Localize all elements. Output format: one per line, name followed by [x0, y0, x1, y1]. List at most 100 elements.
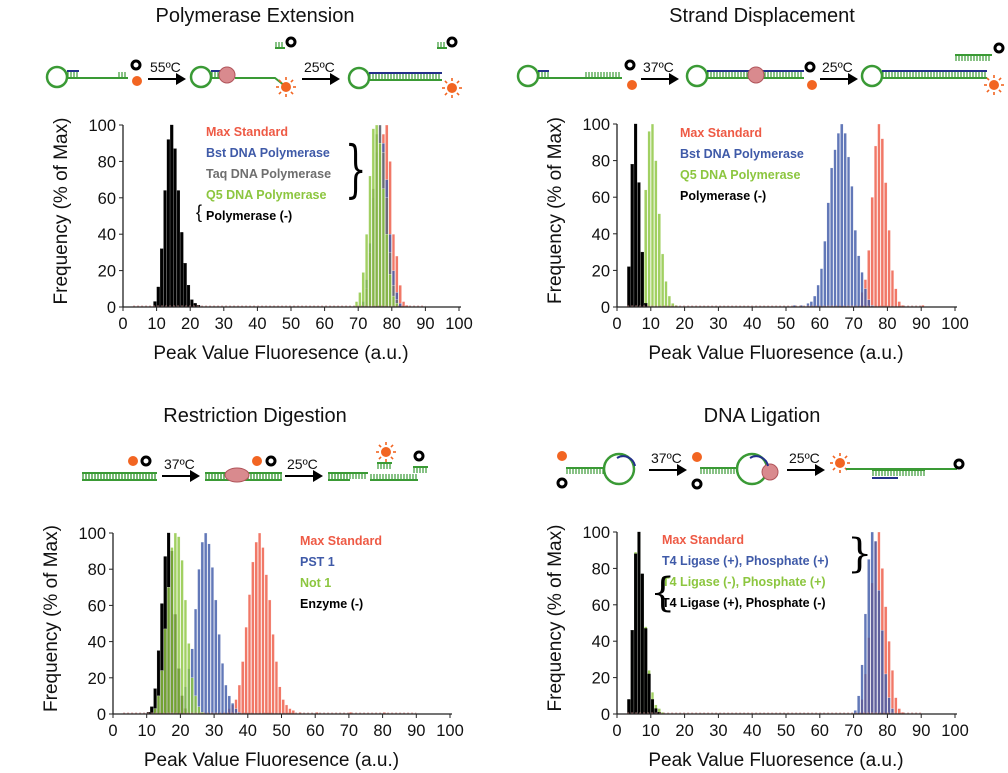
schematic-dna-ligation: 37ºC 25ºC [556, 450, 965, 490]
x-tick-label: 60 [811, 315, 829, 333]
y-tick-label: 0 [107, 299, 116, 317]
schematic-polymerase-extension: 55ºC 25ºC [45, 36, 462, 98]
chart-panel-3: Restriction Digestion 0 20 40 60 80 100 0 10 20 30… [41, 405, 464, 771]
histogram-bar [857, 695, 861, 715]
histogram-bar [640, 251, 644, 308]
schematic-strand-displacement: 37ºC 25ºC [516, 42, 1005, 95]
chart-title: DNA Ligation [704, 405, 821, 427]
fluorophore-icon [132, 76, 142, 86]
chart-panel-1: Polymerase Extension 0 20 40 60 80 100 0 10 20 30 4… [51, 5, 473, 364]
quencher-icon [130, 59, 142, 71]
ray [444, 80, 448, 84]
ray [998, 89, 1002, 93]
ray [986, 77, 990, 81]
x-tick-label: 0 [108, 722, 117, 740]
x-tick-label: 60 [811, 722, 829, 740]
x-tick-label: 90 [407, 722, 425, 740]
x-tick-label: 20 [171, 722, 189, 740]
x-tick-label: 40 [239, 722, 257, 740]
y-tick-label: 80 [88, 561, 106, 579]
histogram-bar [657, 213, 661, 308]
y-tick-label: 60 [88, 597, 106, 615]
histogram-bar [217, 634, 221, 715]
quencher-icon [285, 36, 297, 48]
x-axis-label: Peak Value Fluoresence (a.u.) [144, 750, 399, 771]
arrow-head-icon [677, 464, 687, 476]
series-max-standard [860, 123, 925, 308]
temperature-label: 25ºC [287, 456, 318, 472]
quencher-icon [265, 455, 277, 467]
y-tick-label: 40 [98, 226, 116, 244]
series-polymerase- [627, 123, 648, 308]
series-q5-dna-polymerase [354, 124, 399, 308]
quencher-icon [140, 455, 152, 467]
arrow-head-icon [330, 73, 340, 85]
histogram-bar [853, 229, 857, 308]
y-tick-label: 40 [88, 634, 106, 652]
x-tick-label: 90 [912, 315, 930, 333]
complement-strand [749, 455, 769, 467]
x-tick-label: 10 [642, 722, 660, 740]
histogram-bar [874, 540, 878, 715]
histogram-bar [271, 634, 275, 715]
fluorophore-core [447, 83, 457, 93]
x-tick-label: 40 [743, 722, 761, 740]
legend-entry: Q5 DNA Polymerase [680, 168, 800, 182]
histogram-bar [244, 626, 248, 715]
fluorophore-icon [128, 456, 138, 466]
fluorescing-fluorophore-icon [830, 453, 850, 473]
histogram-bar [163, 190, 167, 308]
quencher-icon [624, 59, 636, 71]
histogram-bar [173, 148, 177, 308]
histogram-bar [884, 673, 888, 715]
ray [290, 91, 294, 95]
complement-strand [616, 455, 636, 467]
histogram-bar [843, 132, 847, 308]
histogram-bar [650, 123, 655, 308]
histogram-bar [870, 197, 874, 308]
legend-entry: Q5 DNA Polymerase [206, 188, 326, 202]
brace-icon: { [196, 202, 202, 222]
histogram-bar [231, 702, 235, 715]
x-axis-label: Peak Value Fluoresence (a.u.) [648, 750, 903, 771]
arrow-head-icon [815, 464, 825, 476]
brace-icon: } [345, 133, 367, 205]
hairpin-loop [516, 64, 540, 88]
histogram-bar [830, 167, 834, 308]
histogram-bar [365, 234, 369, 308]
quencher-icon [556, 477, 568, 489]
histogram-bar [183, 263, 187, 308]
histogram-bar [214, 599, 218, 715]
y-tick-label: 100 [78, 525, 106, 543]
histogram-bar [274, 661, 278, 715]
y-tick-label: 20 [592, 670, 610, 688]
histogram-bar [634, 553, 638, 715]
histogram-bar [268, 599, 272, 715]
y-axis-label: Frequency (% of Max) [545, 117, 566, 304]
histogram-bar [884, 182, 888, 308]
x-tick-label: 0 [118, 315, 127, 333]
histogram-bar [887, 229, 891, 308]
legend-entry: T4 Ligase (+), Phosphate (+) [662, 554, 829, 568]
ray [278, 79, 282, 83]
histogram-bar [170, 547, 174, 715]
x-axis-label: Peak Value Fluoresence (a.u.) [153, 343, 408, 364]
histogram-bar [627, 266, 631, 308]
enzyme-icon [218, 66, 236, 84]
histogram-bar [197, 569, 201, 715]
histogram-bar [375, 124, 379, 308]
histogram-bar [634, 123, 638, 308]
enzyme-icon [224, 467, 250, 483]
x-tick-label: 80 [878, 722, 896, 740]
x-tick-label: 60 [306, 722, 324, 740]
legend-entry: Max Standard [206, 125, 288, 139]
y-tick-label: 100 [88, 117, 116, 135]
arrow-head-icon [848, 73, 858, 85]
x-tick-label: 20 [675, 722, 693, 740]
x-tick-label: 100 [941, 722, 969, 740]
y-tick-label: 60 [592, 189, 610, 207]
quencher-icon [804, 61, 816, 73]
histogram-bar [177, 536, 181, 715]
ray [832, 467, 836, 471]
